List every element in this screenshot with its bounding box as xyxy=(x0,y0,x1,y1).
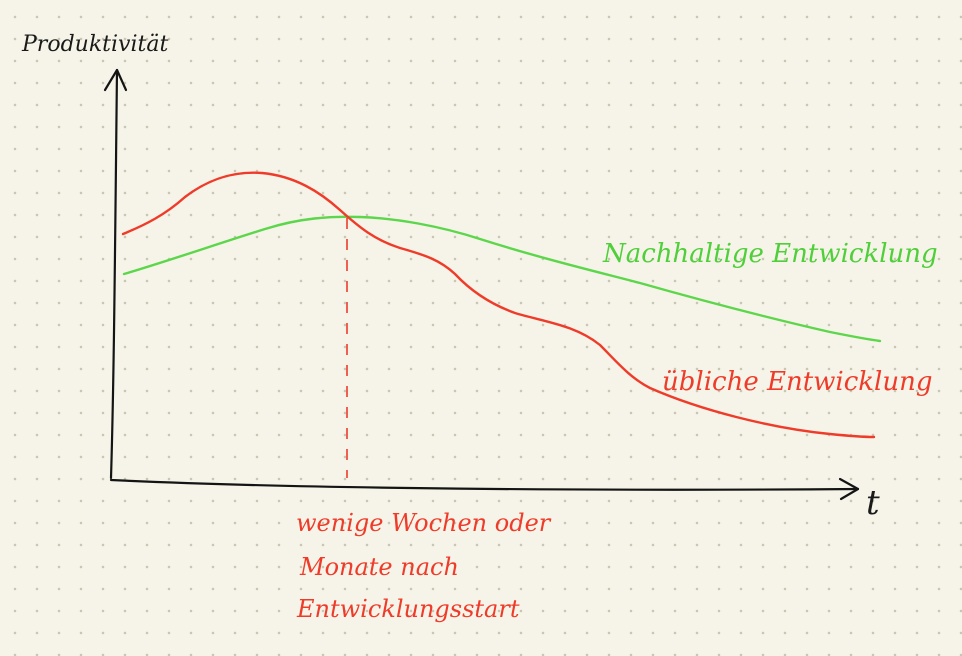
annotation-line-1: wenige Wochen oder xyxy=(296,509,552,537)
y-axis xyxy=(109,68,119,480)
sustainable-development-curve xyxy=(122,215,882,343)
usual-development-label: übliche Entwicklung xyxy=(662,367,933,397)
x-axis-arrowhead xyxy=(838,477,860,501)
usual-development-curve xyxy=(121,171,876,439)
annotation-line-3: Entwicklungsstart xyxy=(296,595,520,623)
y-axis-label: Produktivität xyxy=(21,32,168,57)
x-axis-label: t xyxy=(866,483,880,523)
annotation-line-2: Monate nach xyxy=(299,553,459,581)
sustainable-development-label: Nachhaltige Entwicklung xyxy=(602,239,938,269)
y-axis-arrowhead xyxy=(103,68,128,92)
x-axis xyxy=(109,478,860,491)
